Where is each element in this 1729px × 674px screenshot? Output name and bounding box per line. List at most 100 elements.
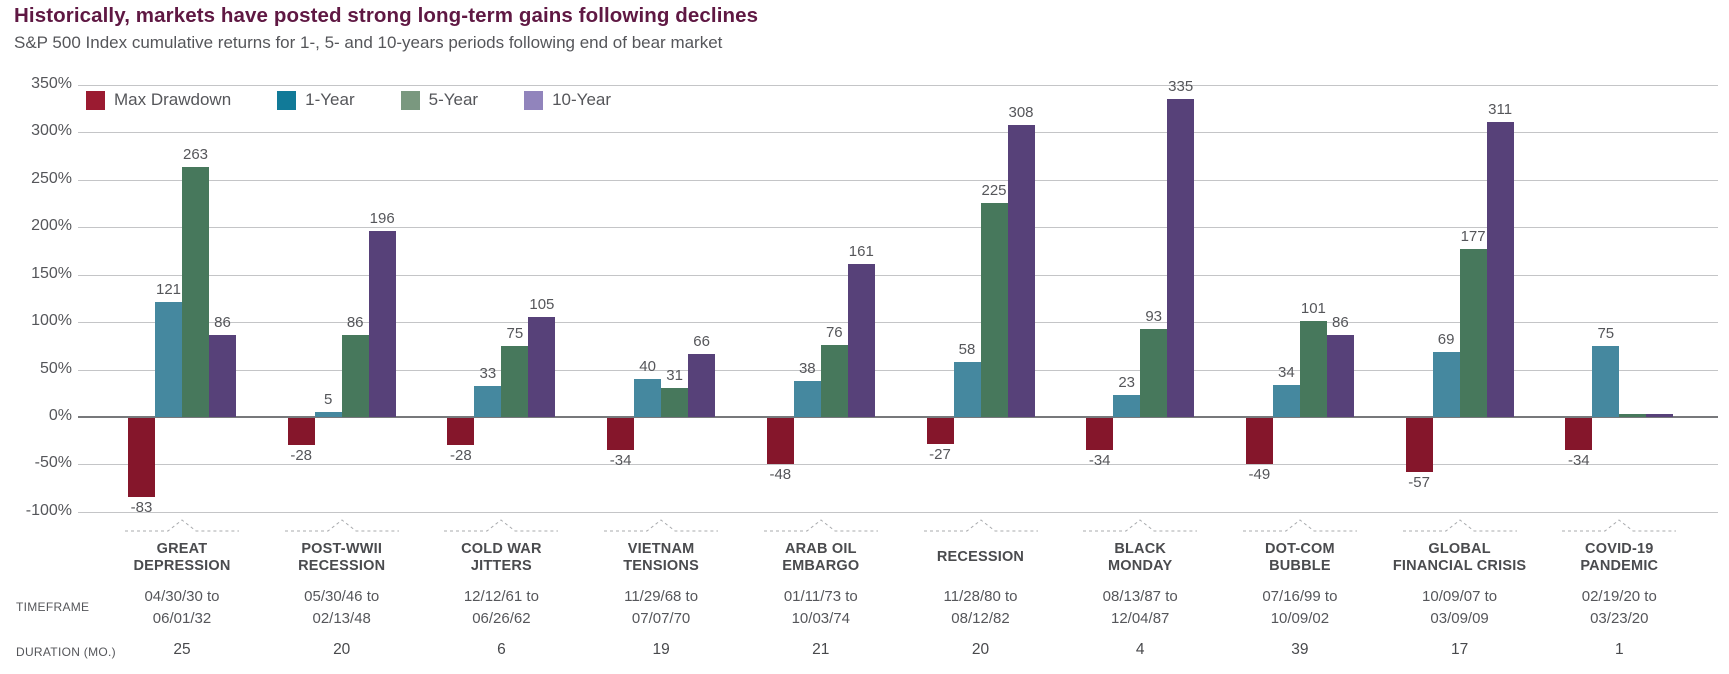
bar-10-year [368,231,396,417]
duration-value: 20 [971,641,990,658]
bar-value-label: 58 [958,340,976,358]
duration-value: 4 [1135,641,1145,658]
bar-5-year [341,335,369,417]
category-label: GLOBAL FINANCIAL CRISIS [1392,540,1527,574]
y-axis-tick-label: 0% [48,407,72,424]
y-axis-tick-label: 250% [31,169,72,187]
bar-value-label: 75 [1597,324,1615,342]
bar-value-label: 75 [506,324,524,342]
bar-max-drawdown [1245,418,1273,465]
duration-value: 20 [333,641,351,658]
timeframe-value: 11/28/80 to 08/12/82 [943,588,1018,627]
y-axis-tick-label: 350% [31,74,72,92]
bar-value-label: 225 [981,182,1007,200]
bar-10-year [1326,335,1354,417]
bar-1-year [474,385,502,417]
y-gridline [78,464,1718,466]
bar-10-year [688,354,716,417]
y-axis-tick-label: 300% [31,122,72,140]
bar-1-year [155,302,182,417]
bar-5-year [1299,321,1327,417]
category-label: COVID-19 PANDEMIC [1580,540,1659,574]
legend-item: 5-Year [400,90,479,110]
bar-1-year [793,380,821,417]
duration-value: 1 [1614,641,1624,658]
legend-item: 10-Year [524,90,611,110]
timeframe-value: 01/11/73 to 10/03/74 [783,588,858,627]
bar-5-year [820,344,848,417]
x-axis-line [78,416,1718,418]
bar-value-label: 38 [798,359,816,377]
page-title: Historically, markets have posted strong… [14,4,759,27]
bar-max-drawdown [1565,418,1593,451]
bar-1-year [953,361,981,417]
bar-value-label: 76 [825,323,843,341]
bar-10-year [1167,99,1195,417]
bar-value-label: 121 [155,281,182,299]
y-gridline [78,322,1718,324]
timeframe-value: 02/19/20 to 03/23/20 [1581,588,1657,627]
legend-label: Max Drawdown [114,90,232,109]
bar-max-drawdown [447,418,475,445]
bar-value-label: -28 [290,446,313,464]
bar-max-drawdown [766,418,794,464]
category-label: VIETNAM TENSIONS [623,540,699,574]
bar-value-label: -57 [1408,474,1430,492]
bar-value-label: 86 [346,314,364,332]
bar-value-label: -34 [1088,452,1111,470]
duration-value: 25 [173,641,191,658]
bar-value-label: 308 [1008,103,1034,121]
bar-10-year [1646,414,1674,417]
bar-value-label: -28 [450,446,472,464]
bar-value-label: -27 [929,445,951,463]
category-label: COLD WAR JITTERS [461,540,542,574]
bar-value-label: 335 [1168,78,1194,96]
bar-value-label: 263 [182,146,209,164]
legend-swatch-5-year [400,90,420,110]
legend-label: 1-Year [305,90,355,109]
duration-value: 19 [652,641,670,658]
bar-max-drawdown [926,418,954,444]
chart-subtitle: S&P 500 Index cumulative returns for 1-,… [14,33,723,52]
bar-5-year [182,167,209,417]
y-gridline [78,274,1718,276]
bar-max-drawdown [128,418,155,497]
legend-label: 5-Year [428,90,479,109]
category-label: BLACK MONDAY [1108,540,1173,574]
bar-5-year [980,203,1008,417]
bar-1-year [314,412,342,417]
bar-value-label: 5 [324,391,333,409]
category-brace [1402,518,1518,532]
category-brace [763,518,879,532]
duration-value: 17 [1450,641,1469,658]
bar-value-label: -48 [769,465,792,483]
y-axis-tick-label: 50% [39,359,72,377]
bar-max-drawdown [607,418,635,451]
bar-value-label: 34 [1278,363,1295,381]
category-label: POST-WWII RECESSION [298,540,386,574]
bar-value-label: 196 [369,210,395,227]
bar-value-label: -34 [609,452,632,470]
bar-value-label: 101 [1300,300,1326,318]
legend-label: 10-Year [552,90,612,109]
legend-swatch-max-drawdown [86,90,105,110]
bar-value-label: -49 [1248,466,1271,484]
bar-value-label: 40 [639,358,656,376]
bar-5-year [1619,414,1647,417]
timeframe-row-label: TIMEFRAME [16,600,90,614]
bar-max-drawdown [287,418,315,445]
y-axis-tick-label: 150% [31,264,72,282]
bar-max-drawdown [1405,418,1433,473]
duration-row-label: DURATION (MO.) [16,645,116,659]
bar-value-label: 93 [1145,307,1163,325]
bar-5-year [661,387,689,417]
timeframe-value: 04/30/30 to 06/01/32 [144,588,220,627]
y-axis-tick-label: 100% [31,312,72,330]
timeframe-value: 12/12/61 to 06/26/62 [463,588,539,627]
bar-5-year [501,345,529,417]
bar-1-year [1113,395,1141,417]
bar-value-label: 161 [848,243,874,261]
timeframe-value: 07/16/99 to 10/09/02 [1262,588,1338,627]
category-brace [284,518,400,532]
bar-value-label: -34 [1567,452,1590,470]
